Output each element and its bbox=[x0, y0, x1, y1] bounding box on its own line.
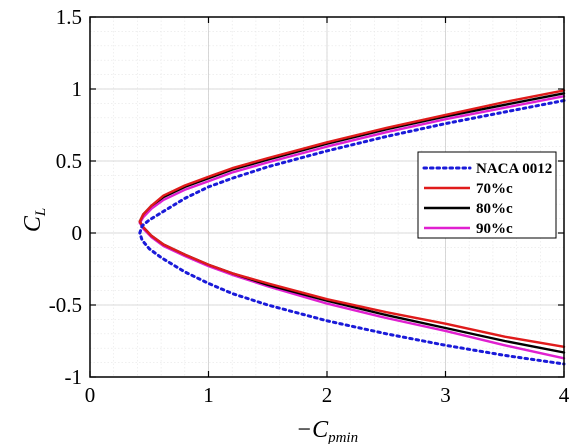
x-tick-label: 4 bbox=[559, 383, 570, 407]
y-tick-label: 1.5 bbox=[56, 5, 82, 29]
x-tick-labels: 0 1 2 3 4 bbox=[85, 383, 570, 407]
x-tick-label: 2 bbox=[322, 383, 333, 407]
legend-label: NACA 0012 bbox=[476, 161, 552, 177]
y-tick-label: 0 bbox=[72, 221, 83, 245]
series-70-c-line bbox=[138, 89, 566, 223]
legend: NACA 0012 70%c 80%c 90%c bbox=[417, 151, 557, 239]
legend-label: 90%c bbox=[476, 221, 513, 237]
series-70-c-line-lower bbox=[138, 220, 566, 348]
y-tick-label: -0.5 bbox=[49, 293, 82, 317]
y-tick-label: 1 bbox=[72, 77, 83, 101]
x-axis-label: −Cpmin bbox=[296, 417, 358, 444]
x-tick-label: 1 bbox=[203, 383, 214, 407]
x-tick-label: 0 bbox=[85, 383, 96, 407]
legend-label: 70%c bbox=[476, 181, 513, 197]
axis-ticks bbox=[89, 16, 565, 378]
legend-label: 80%c bbox=[476, 201, 513, 217]
y-tick-label: 0.5 bbox=[56, 149, 82, 173]
y-axis-label: CL bbox=[20, 208, 49, 232]
legend-box bbox=[417, 151, 557, 239]
y-tick-labels: -1 -0.5 0 0.5 1 1.5 bbox=[49, 5, 82, 389]
y-tick-label: -1 bbox=[65, 365, 83, 389]
x-tick-label: 3 bbox=[440, 383, 451, 407]
series-90-c-line bbox=[138, 95, 566, 225]
series-layer bbox=[138, 89, 566, 366]
series-naca-0012-line bbox=[138, 99, 566, 366]
